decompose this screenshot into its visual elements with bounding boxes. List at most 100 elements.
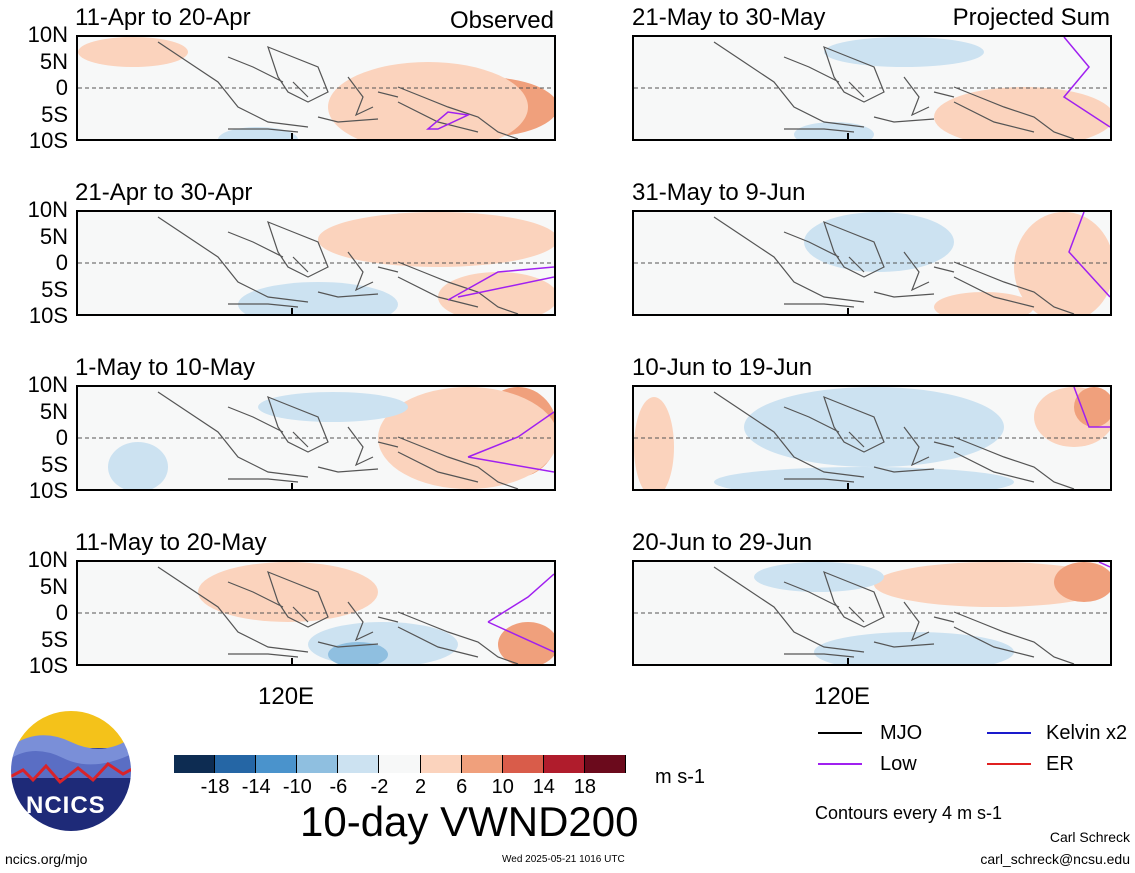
latitude-tick-label: 10N — [27, 197, 68, 222]
latitude-tick-label: 5S — [41, 626, 68, 652]
anomaly-shading — [498, 622, 554, 664]
latitude-tick-label: 5N — [39, 573, 68, 599]
legend-label-low: Low — [880, 753, 917, 775]
latitude-tick-label: 5S — [41, 101, 68, 127]
latitude-tick-label: 10S — [28, 303, 68, 328]
coastline — [157, 566, 519, 664]
map-graphic — [78, 387, 554, 489]
anomaly-shading — [634, 397, 674, 489]
coastline — [157, 41, 519, 139]
panel-title: 31-May to 9-Jun — [632, 179, 806, 206]
anomaly-shading — [754, 562, 884, 592]
latitude-tick-label: 0 — [55, 250, 68, 275]
map-panel-4 — [76, 560, 556, 666]
panel-title: 20-Jun to 29-Jun — [632, 529, 813, 556]
longitude-label: 120E — [258, 683, 315, 710]
low-contour — [425, 111, 471, 130]
anomaly-shading — [874, 562, 1110, 607]
map-panel-7 — [632, 385, 1112, 491]
legend-label-kelvin: Kelvin x2 — [1046, 722, 1128, 744]
map-panel-3 — [76, 385, 556, 491]
footer-email: carl_schreck@ncsu.edu — [980, 851, 1130, 867]
anomaly-shading — [108, 442, 168, 489]
latitude-tick-label: 10N — [27, 22, 68, 47]
map-panel-2 — [76, 210, 556, 316]
low-contour — [1062, 37, 1110, 128]
anomaly-shading — [78, 37, 188, 67]
colorbar-swatch — [215, 755, 257, 773]
anomaly-shading — [1054, 562, 1110, 602]
map-panel-1 — [76, 35, 556, 141]
colorbar-units: m s-1 — [655, 766, 705, 788]
anomaly-shading — [438, 272, 554, 314]
map-graphic — [634, 562, 1110, 664]
map-graphic — [634, 387, 1110, 489]
anomaly-shading — [198, 562, 378, 622]
colorbar-tick-label: -2 — [370, 776, 389, 798]
colorbar-swatch — [584, 755, 626, 773]
colorbar-swatch — [461, 755, 503, 773]
latitude-tick-label: 10S — [28, 128, 68, 153]
coastline — [713, 391, 1075, 489]
anomaly-shading — [814, 632, 1014, 664]
ncics-logo: NCICS — [8, 708, 134, 834]
latitude-tick-label: 0 — [55, 425, 68, 450]
anomaly-shading — [238, 282, 398, 314]
latitude-tick-label: 5N — [39, 398, 68, 424]
legend-label-er: ER — [1046, 753, 1074, 775]
colorbar-swatch — [543, 755, 585, 773]
low-contour — [447, 266, 554, 301]
colorbar-swatch — [338, 755, 380, 773]
colorbar-swatch — [420, 755, 462, 773]
anomaly-shading — [714, 467, 1014, 489]
colorbar-tick-label: 10 — [491, 776, 514, 798]
panel-title: 21-Apr to 30-Apr — [75, 179, 253, 206]
colorbar-tick-label: -6 — [329, 776, 348, 798]
panel-title: 21-May to 30-May — [632, 4, 826, 31]
anomaly-shading — [934, 292, 1034, 314]
coastline — [713, 41, 1075, 139]
colorbar-swatch — [297, 755, 339, 773]
latitude-tick-label: 0 — [55, 75, 68, 100]
panel-tag-projected: Projected Sum — [952, 4, 1110, 31]
map-graphic — [78, 562, 554, 664]
footer-author: Carl Schreck — [1049, 829, 1130, 845]
latitude-tick-label: 10N — [27, 547, 68, 572]
anomaly-shading — [804, 212, 954, 272]
colorbar-swatch — [174, 755, 216, 773]
colorbar-swatch — [502, 755, 544, 773]
low-contour — [487, 573, 554, 653]
anomaly-shading — [744, 387, 1004, 467]
longitude-label: 120E — [814, 683, 871, 710]
map-panel-8 — [632, 560, 1112, 666]
colorbar-tick-label: -10 — [282, 776, 312, 798]
map-panel-5 — [632, 35, 1112, 141]
low-contour — [1068, 212, 1110, 298]
legend-line-kelvin — [987, 732, 1031, 734]
coastline — [713, 216, 1075, 314]
legend-line-mjo — [818, 732, 862, 734]
panel-title: 1-May to 10-May — [75, 354, 256, 381]
colorbar-tick-label: 14 — [532, 776, 555, 798]
latitude-tick-label: 10S — [28, 478, 68, 503]
coastline — [713, 566, 1075, 664]
logo-text: NCICS — [26, 792, 106, 819]
latitude-tick-label: 10S — [28, 653, 68, 678]
colorbar-tick-label: -18 — [200, 776, 230, 798]
colorbar-tick-label: 6 — [456, 776, 468, 798]
latitude-tick-label: 5N — [39, 223, 68, 249]
latitude-tick-label: 5S — [41, 451, 68, 477]
legend-line-low — [818, 763, 862, 765]
plot-title: 10-day VWND200 — [300, 798, 639, 845]
panel-tag-observed: Observed — [449, 7, 554, 34]
low-contour — [467, 411, 554, 473]
footer-url: ncics.org/mjo — [5, 851, 88, 867]
map-panel-6 — [632, 210, 1112, 316]
colorbar-tick-label: 2 — [414, 776, 427, 798]
footer-timestamp: Wed 2025-05-21 1016 UTC — [502, 854, 625, 865]
map-graphic — [634, 212, 1110, 314]
latitude-tick-label: 0 — [55, 600, 68, 625]
map-graphic — [634, 37, 1110, 139]
low-contour — [1073, 387, 1110, 428]
map-graphic — [78, 37, 554, 139]
